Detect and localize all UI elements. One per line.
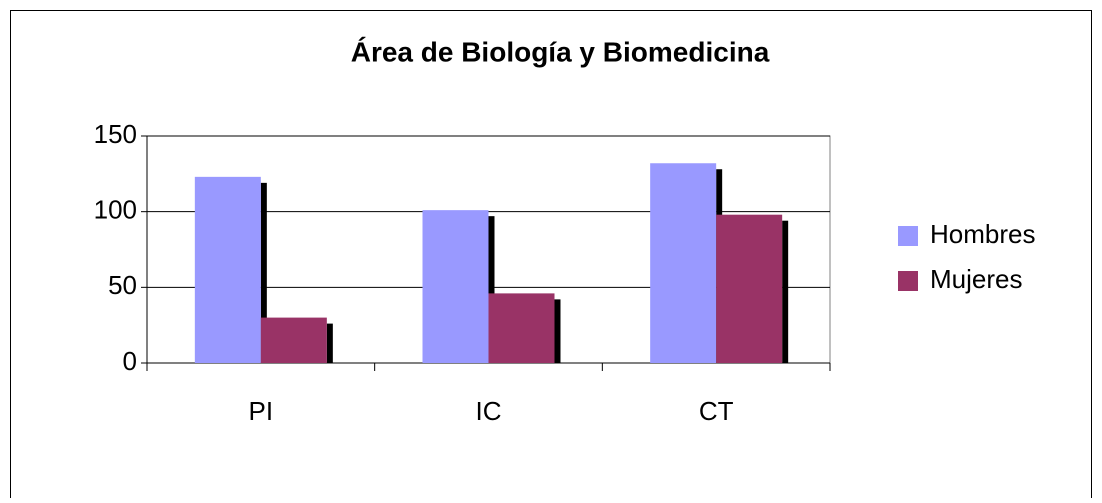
y-tick-label: 100 [94,195,137,225]
chart-title: Área de Biología y Biomedicina [351,36,770,67]
bar-shadow [782,220,789,363]
bar-shadow [554,299,561,363]
legend-label: Mujeres [930,264,1022,294]
y-tick-label: 0 [123,346,137,376]
bar-shadow [260,182,267,363]
x-tick-label: CT [699,396,734,426]
bar [716,214,783,363]
x-tick-label: PI [249,396,274,426]
y-tick-label: 50 [108,270,137,300]
bar-shadow [488,216,495,363]
bar [422,210,489,363]
x-tick-label: IC [476,396,502,426]
y-tick-label: 150 [94,119,137,149]
legend-label: Hombres [930,219,1035,249]
bar-shadow [326,323,333,363]
bar [488,293,555,363]
bar [194,176,261,363]
bar [650,163,717,363]
legend-swatch [898,271,918,291]
legend-swatch [898,226,918,246]
bar [260,317,327,363]
